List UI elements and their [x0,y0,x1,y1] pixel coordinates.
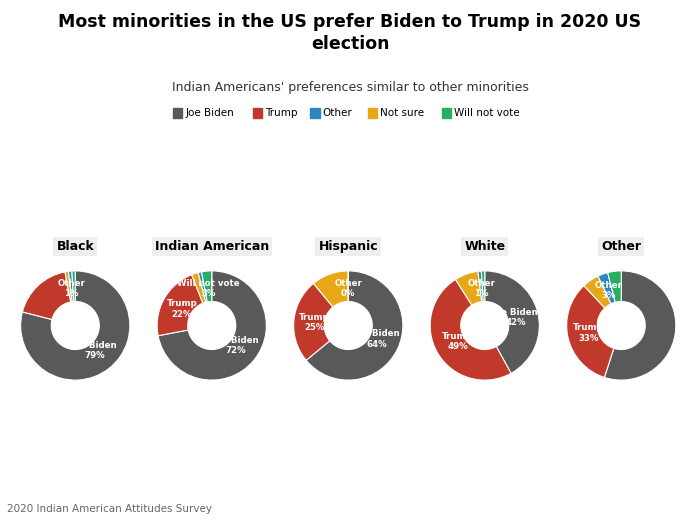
Wedge shape [430,279,511,380]
Text: Most minorities in the US prefer Biden to Trump in 2020 US
election: Most minorities in the US prefer Biden t… [58,13,642,54]
Wedge shape [608,271,622,302]
Wedge shape [202,271,212,302]
Text: Other
3%: Other 3% [595,281,622,300]
Wedge shape [478,271,483,302]
Wedge shape [22,272,71,320]
Text: Other: Other [323,108,352,118]
Wedge shape [598,272,615,304]
Text: Other
1%: Other 1% [468,279,495,298]
Wedge shape [69,271,74,302]
Title: Hispanic: Hispanic [318,240,378,253]
Title: Black: Black [57,240,94,253]
Text: Joe Biden
42%: Joe Biden 42% [493,308,538,327]
Text: Other
0%: Other 0% [335,279,362,298]
Wedge shape [567,286,614,377]
Wedge shape [306,271,402,380]
Wedge shape [456,271,482,305]
Text: Indian Americans' preferences similar to other minorities: Indian Americans' preferences similar to… [172,81,528,94]
Wedge shape [21,271,130,380]
Wedge shape [314,271,349,307]
Title: White: White [464,240,505,253]
Wedge shape [482,271,484,301]
Wedge shape [584,276,611,308]
Text: Joe Biden: Joe Biden [185,108,234,118]
Text: Trump
25%: Trump 25% [299,312,330,332]
Wedge shape [484,271,539,373]
Wedge shape [65,271,72,302]
Text: Joe Biden
64%: Joe Biden 64% [354,329,400,349]
Wedge shape [198,272,207,302]
Title: Other: Other [601,240,641,253]
Text: Joe Biden
72%: Joe Biden 72% [214,336,259,355]
Title: Indian American: Indian American [155,240,269,253]
Text: Trump
49%: Trump 49% [442,332,473,351]
Text: Not sure: Not sure [380,108,424,118]
Text: Trump
22%: Trump 22% [167,299,197,319]
Wedge shape [604,271,676,380]
Text: Will not vote: Will not vote [454,108,519,118]
Wedge shape [72,271,76,301]
Text: Other
1%: Other 1% [58,279,85,298]
Text: Trump
33%: Trump 33% [573,323,603,343]
Wedge shape [192,272,206,303]
Wedge shape [158,271,266,380]
Wedge shape [294,284,333,360]
Text: Will not vote
3%: Will not vote 3% [177,279,239,298]
Text: Joe Biden
79%: Joe Biden 79% [72,341,118,360]
Wedge shape [158,275,203,335]
Text: 2020 Indian American Attitudes Survey: 2020 Indian American Attitudes Survey [7,505,212,514]
Text: Trump: Trump [265,108,298,118]
